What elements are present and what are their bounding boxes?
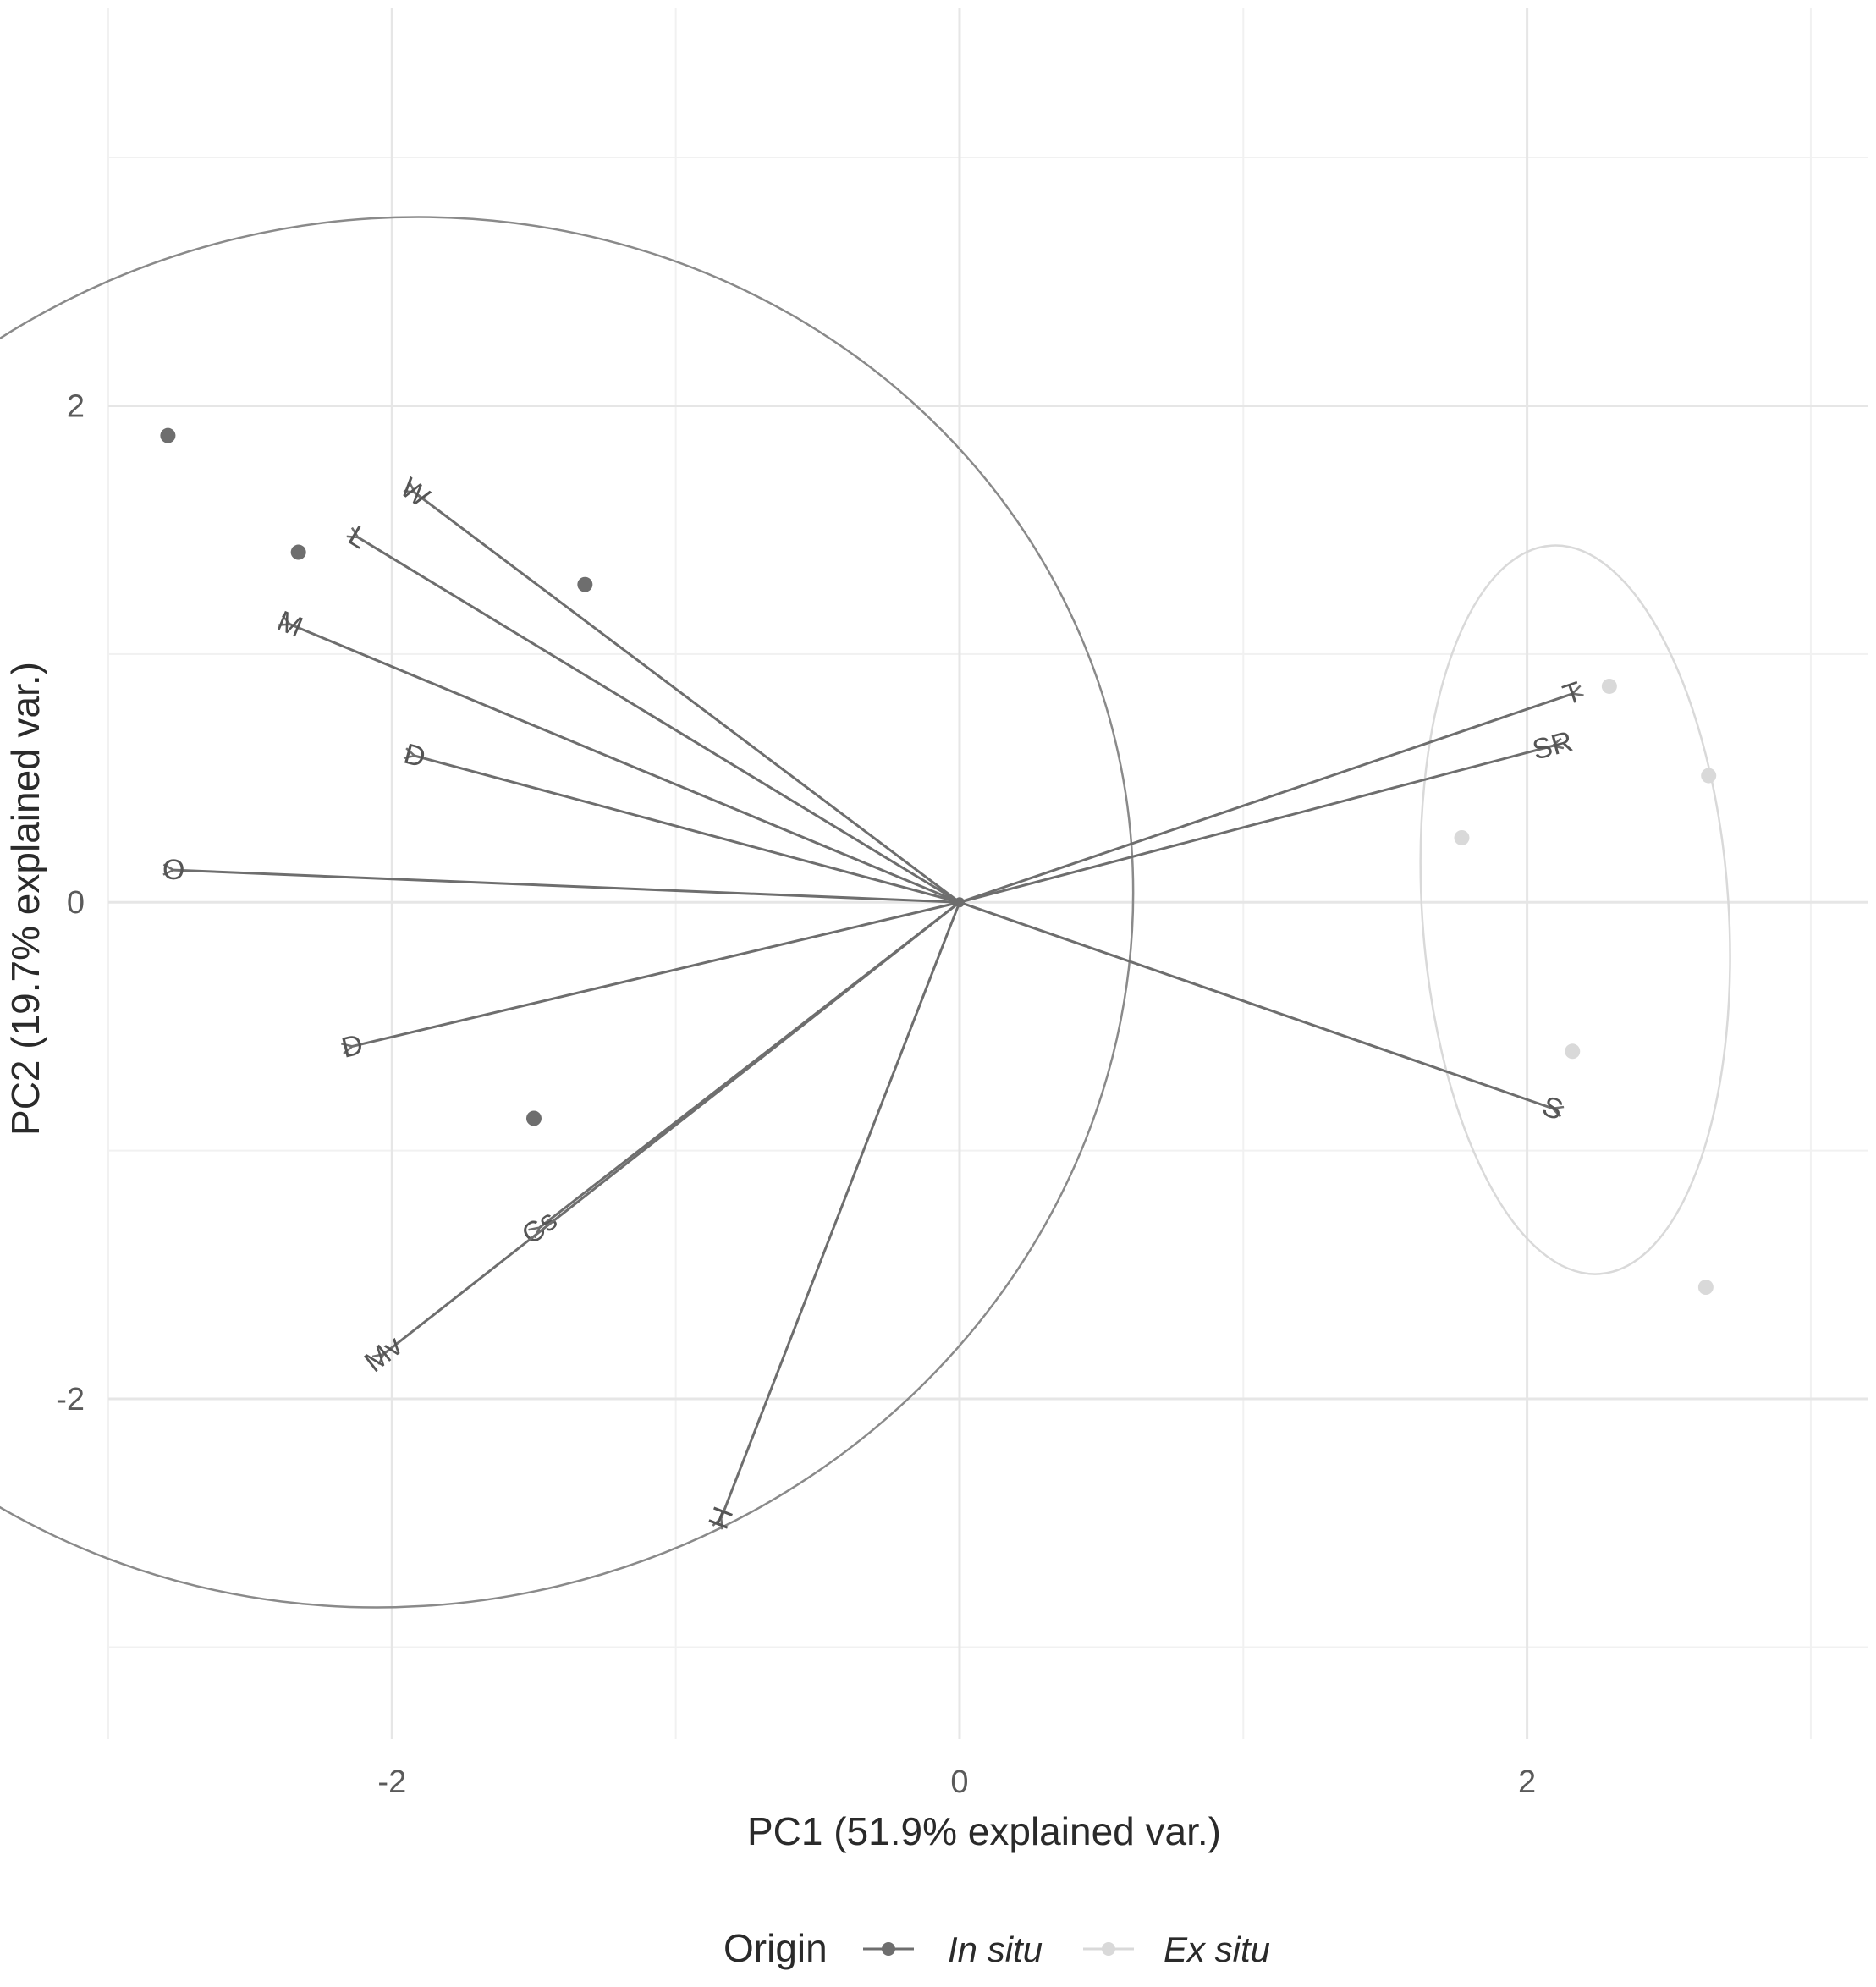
data-point bbox=[577, 576, 593, 592]
loading-arrow bbox=[173, 870, 960, 904]
x-tick-label: 0 bbox=[950, 1764, 968, 1800]
axis-layer: PC1 (51.9% explained var.) PC2 (19.7% ex… bbox=[3, 388, 1536, 1853]
loading-label: M bbox=[272, 605, 307, 644]
loading-label: L bbox=[343, 520, 373, 555]
grid-layer bbox=[107, 8, 1868, 1739]
loading-arrow bbox=[959, 746, 1553, 904]
data-point bbox=[1697, 1280, 1714, 1296]
loading-arrow bbox=[383, 901, 960, 1354]
data-point bbox=[1565, 1043, 1581, 1060]
ellipse-layer bbox=[0, 216, 1731, 1609]
legend-key-ex-situ bbox=[1083, 1942, 1134, 1956]
data-point bbox=[1454, 829, 1470, 845]
loading-label: O bbox=[162, 854, 185, 887]
legend-key-in-situ bbox=[863, 1942, 914, 1956]
x-tick-label: 2 bbox=[1518, 1764, 1536, 1800]
x-tick-label: -2 bbox=[377, 1764, 406, 1800]
y-tick-label: 2 bbox=[67, 388, 85, 424]
loading-arrow bbox=[290, 625, 960, 904]
data-point bbox=[160, 427, 176, 443]
data-point bbox=[1601, 678, 1617, 694]
origin-point bbox=[954, 897, 965, 908]
loading-arrow bbox=[959, 900, 1553, 1109]
legend-label-ex-situ: Ex situ bbox=[1164, 1929, 1270, 1969]
confidence-ellipse bbox=[0, 216, 1135, 1609]
loading-label: S bbox=[1538, 1090, 1567, 1126]
legend-key-dot-in-situ bbox=[882, 1942, 895, 1956]
loading-arrow bbox=[959, 694, 1572, 904]
y-tick-label: 0 bbox=[67, 885, 85, 921]
loading-label: Mv bbox=[359, 1329, 409, 1379]
loading-arrow bbox=[415, 493, 960, 904]
legend-title: Origin bbox=[723, 1926, 828, 1970]
legend-key-dot-ex-situ bbox=[1102, 1942, 1115, 1956]
loading-label: SR bbox=[1529, 725, 1576, 767]
loading-label: D bbox=[338, 1028, 366, 1065]
data-point bbox=[290, 544, 306, 560]
legend: Origin In situ Ex situ bbox=[723, 1926, 1270, 1970]
loading-label: D bbox=[400, 738, 429, 774]
loading-arrow bbox=[358, 537, 960, 904]
loading-arrow bbox=[415, 756, 960, 904]
data-point bbox=[1701, 768, 1717, 784]
confidence-ellipse bbox=[1419, 544, 1731, 1275]
loading-label: W bbox=[394, 471, 435, 514]
loading-arrow bbox=[352, 900, 960, 1046]
y-axis-title: PC2 (19.7% explained var.) bbox=[3, 662, 47, 1136]
point-layer bbox=[160, 427, 1717, 1296]
loading-label: T bbox=[1559, 675, 1586, 712]
y-tick-label: -2 bbox=[56, 1382, 85, 1417]
loading-arrow bbox=[721, 901, 961, 1518]
x-axis-title: PC1 (51.9% explained var.) bbox=[747, 1809, 1221, 1853]
legend-label-in-situ: In situ bbox=[948, 1929, 1043, 1969]
loading-label: H bbox=[702, 1503, 740, 1534]
data-point bbox=[525, 1110, 542, 1126]
